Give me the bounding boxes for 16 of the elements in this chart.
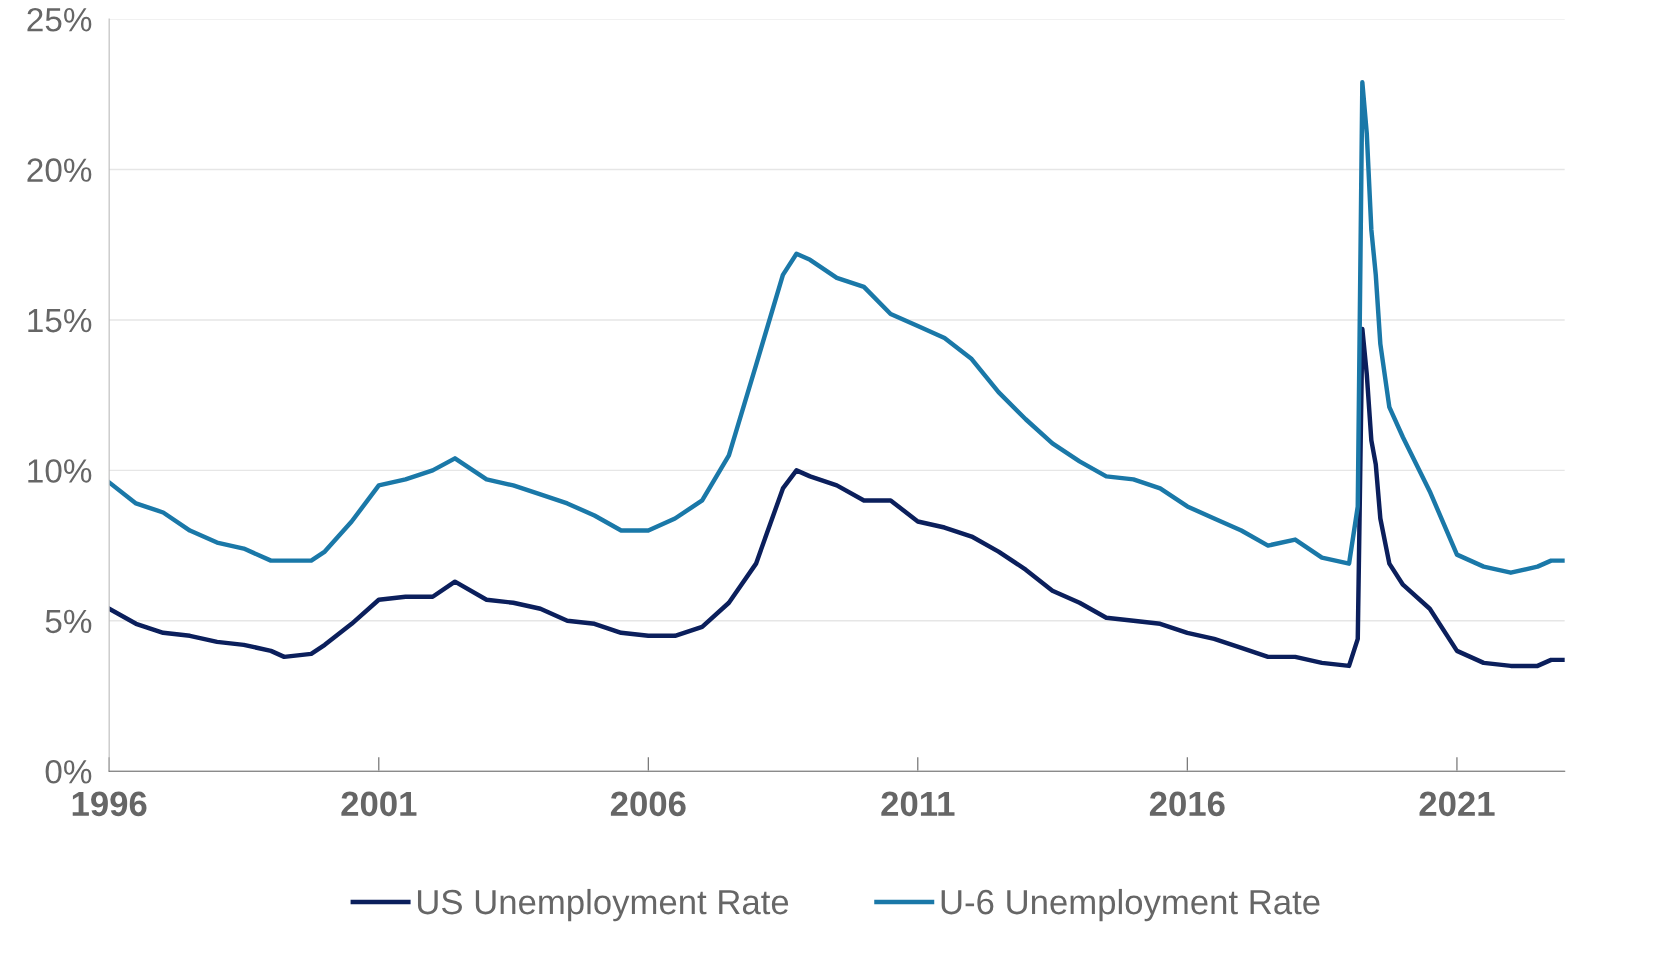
legend-label: US Unemployment Rate xyxy=(417,888,789,922)
legend-label: U-6 Unemployment Rate xyxy=(941,888,1320,922)
x-tick-label: 2011 xyxy=(881,791,955,817)
line-series xyxy=(109,326,1565,669)
x-tick-label: 1996 xyxy=(72,791,147,817)
x-tick-label: 2001 xyxy=(341,791,417,817)
x-tick-label: 2016 xyxy=(1149,791,1225,817)
x-tick-label: 2021 xyxy=(1419,791,1495,817)
y-tick-label: 5% xyxy=(45,609,92,634)
y-tick-label: 25% xyxy=(27,7,92,32)
x-tick-label: 2006 xyxy=(610,791,686,817)
y-tick-label: 10% xyxy=(28,459,92,483)
y-tick-label: 20% xyxy=(27,158,92,182)
y-tick-label: 15% xyxy=(28,308,92,333)
line-series xyxy=(109,80,1565,575)
y-tick-label: 0% xyxy=(45,759,92,784)
